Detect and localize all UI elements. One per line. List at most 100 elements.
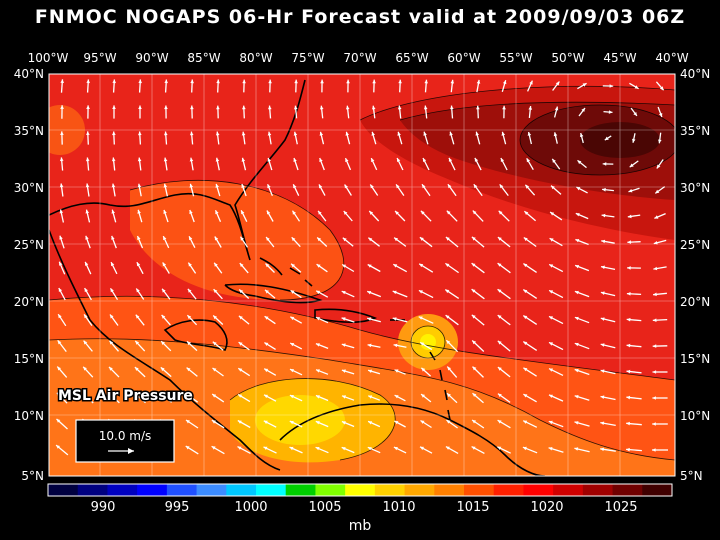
wind-arrow-head bbox=[290, 290, 295, 294]
wind-arrow-head bbox=[555, 81, 560, 86]
lat-label: 10°N bbox=[14, 409, 44, 423]
wind-arrow-head bbox=[497, 263, 502, 267]
wind-arrow-head bbox=[345, 158, 349, 163]
wind-arrow-head bbox=[86, 105, 90, 109]
wind-arrow-head bbox=[268, 105, 272, 110]
wind-arrow-head bbox=[449, 131, 453, 136]
lat-label: 30°N bbox=[14, 181, 44, 195]
wind-arrow-head bbox=[215, 131, 220, 136]
bahamas-coastline bbox=[259, 257, 313, 287]
wind-arrow-head bbox=[497, 393, 502, 398]
wind-arrow-head bbox=[549, 238, 554, 242]
colorbar-swatch bbox=[582, 484, 614, 496]
wind-arrow-head bbox=[316, 317, 320, 321]
wind-arrow-head bbox=[471, 446, 476, 450]
wind-arrow-head bbox=[316, 264, 321, 268]
wind-arrow-head bbox=[549, 394, 553, 398]
lon-label: 50°W bbox=[551, 51, 584, 65]
colorbar-swatch bbox=[137, 484, 168, 496]
colorbar-swatch bbox=[523, 484, 554, 496]
wind-arrow-head bbox=[112, 131, 116, 136]
wind-arrow-head bbox=[56, 419, 61, 423]
wind-arrow-head bbox=[471, 236, 476, 241]
wind-arrow-head bbox=[216, 105, 220, 110]
wind-arrow-head bbox=[266, 210, 271, 215]
yucatan-coastline bbox=[163, 319, 228, 351]
wind-arrow-head bbox=[471, 263, 476, 267]
wind-arrow-head bbox=[476, 79, 481, 84]
wind-arrow-head bbox=[57, 340, 62, 345]
wind-arrow-head bbox=[654, 215, 659, 219]
lat-label: 20°N bbox=[14, 295, 44, 309]
colorbar bbox=[47, 483, 673, 497]
wind-arrow-head bbox=[627, 240, 631, 244]
wind-arrow-head bbox=[112, 105, 116, 109]
wind-arrow-head bbox=[653, 292, 657, 297]
longitude-labels: 100°W 95°W 90°W 85°W 80°W 75°W 70°W 65°W… bbox=[28, 51, 689, 65]
wind-arrow-head bbox=[160, 367, 165, 372]
wind-arrow-head bbox=[263, 446, 268, 450]
wind-arrow-head bbox=[60, 105, 64, 109]
wind-arrow-head bbox=[627, 266, 631, 270]
wind-arrow-head bbox=[367, 317, 372, 321]
reference-vector-box: 10.0 m/s bbox=[75, 419, 175, 463]
wind-arrow-head bbox=[341, 291, 346, 295]
wind-arrow-head bbox=[136, 288, 140, 293]
wind-arrow-head bbox=[626, 447, 630, 452]
wind-arrow-head bbox=[186, 393, 191, 398]
wind-arrow-head bbox=[216, 79, 220, 84]
wind-arrow-head bbox=[110, 314, 114, 319]
wind-arrow-head bbox=[653, 241, 658, 245]
wind-arrow-head bbox=[497, 340, 502, 345]
wind-arrow-head bbox=[112, 79, 116, 84]
map-border bbox=[48, 73, 676, 477]
wind-arrow-head bbox=[164, 79, 168, 84]
wind-arrow-head bbox=[550, 212, 555, 216]
wind-arrow-head bbox=[317, 237, 322, 242]
wind-arrow-head bbox=[655, 189, 660, 194]
wind-arrow-head bbox=[526, 158, 531, 163]
wind-arrow-head bbox=[85, 235, 89, 240]
wind-arrow-head bbox=[289, 395, 294, 399]
map-title: FNMOC NOGAPS 06-Hr Forecast valid at 200… bbox=[34, 6, 686, 28]
wind-arrow-head bbox=[164, 131, 168, 136]
lat-label: 20°N bbox=[680, 295, 710, 309]
lat-label: 5°N bbox=[21, 469, 44, 483]
wind-arrow-head bbox=[420, 210, 425, 215]
wind-arrow-head bbox=[652, 318, 657, 322]
wind-arrow-head bbox=[82, 393, 87, 397]
wind-arrow-head bbox=[189, 157, 194, 162]
wind-vectors bbox=[55, 79, 668, 456]
colorbar-swatch bbox=[48, 484, 79, 496]
wind-arrow-head bbox=[162, 288, 166, 293]
wind-arrow-head bbox=[341, 421, 346, 425]
wind-arrow-head bbox=[472, 340, 477, 345]
wind-arrow-head bbox=[527, 132, 532, 136]
lat-label: 15°N bbox=[680, 352, 710, 366]
wind-arrow-head bbox=[266, 237, 270, 241]
wind-arrow-head bbox=[497, 289, 502, 293]
wind-arrow-head bbox=[189, 236, 193, 241]
colorbar-label: 1010 bbox=[382, 500, 415, 515]
wind-arrow-head bbox=[471, 289, 476, 293]
lon-label: 60°W bbox=[447, 51, 480, 65]
lon-label: 90°W bbox=[135, 51, 168, 65]
wind-arrow-head bbox=[343, 211, 348, 215]
wind-arrow-head bbox=[659, 86, 664, 91]
wind-arrow-head bbox=[476, 105, 480, 110]
lat-label: 5°N bbox=[680, 469, 703, 483]
wind-arrow-head bbox=[446, 340, 451, 345]
wind-arrow-head bbox=[109, 366, 113, 371]
wind-arrow-head bbox=[652, 344, 657, 348]
wind-arrow-head bbox=[574, 421, 579, 425]
colorbar-swatch bbox=[493, 484, 524, 496]
wind-arrow-head bbox=[548, 447, 553, 451]
wind-arrow-head bbox=[187, 315, 192, 319]
wind-arrow-head bbox=[600, 369, 605, 373]
wind-arrow-head bbox=[652, 370, 657, 374]
us-coastline bbox=[49, 79, 306, 261]
lat-label: 35°N bbox=[680, 124, 710, 138]
wind-arrow-head bbox=[186, 367, 191, 372]
wind-arrow-head bbox=[473, 184, 478, 189]
wind-arrow-head bbox=[238, 315, 243, 320]
